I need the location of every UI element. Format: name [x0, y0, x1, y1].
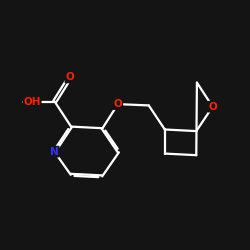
Text: O: O	[208, 102, 217, 112]
Text: OH: OH	[23, 96, 41, 106]
Text: O: O	[66, 72, 74, 83]
Text: O: O	[114, 99, 122, 109]
Text: N: N	[50, 147, 59, 157]
